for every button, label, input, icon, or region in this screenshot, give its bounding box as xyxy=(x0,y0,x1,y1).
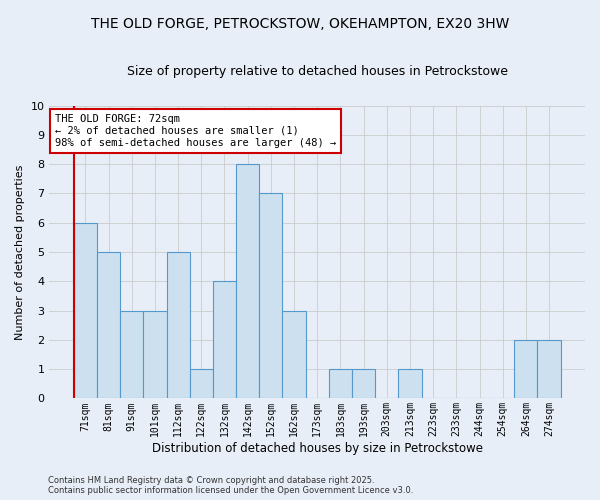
Bar xyxy=(167,252,190,398)
Bar xyxy=(352,369,375,398)
Bar xyxy=(213,282,236,399)
Bar xyxy=(97,252,120,398)
X-axis label: Distribution of detached houses by size in Petrockstowe: Distribution of detached houses by size … xyxy=(152,442,483,455)
Bar xyxy=(398,369,422,398)
Text: THE OLD FORGE: 72sqm
← 2% of detached houses are smaller (1)
98% of semi-detache: THE OLD FORGE: 72sqm ← 2% of detached ho… xyxy=(55,114,336,148)
Y-axis label: Number of detached properties: Number of detached properties xyxy=(15,164,25,340)
Bar xyxy=(283,310,305,398)
Bar xyxy=(74,222,97,398)
Bar xyxy=(538,340,560,398)
Bar xyxy=(514,340,538,398)
Text: Contains HM Land Registry data © Crown copyright and database right 2025.
Contai: Contains HM Land Registry data © Crown c… xyxy=(48,476,413,495)
Bar xyxy=(236,164,259,398)
Text: THE OLD FORGE, PETROCKSTOW, OKEHAMPTON, EX20 3HW: THE OLD FORGE, PETROCKSTOW, OKEHAMPTON, … xyxy=(91,18,509,32)
Title: Size of property relative to detached houses in Petrockstowe: Size of property relative to detached ho… xyxy=(127,65,508,78)
Bar xyxy=(190,369,213,398)
Bar xyxy=(259,194,283,398)
Bar xyxy=(143,310,167,398)
Bar xyxy=(120,310,143,398)
Bar xyxy=(329,369,352,398)
